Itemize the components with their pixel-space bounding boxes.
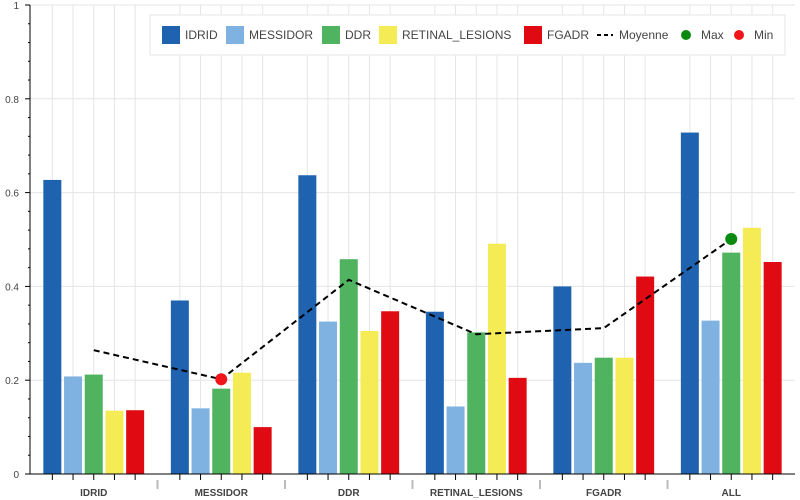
bar — [170, 300, 189, 474]
legend-swatch — [524, 26, 542, 44]
bar — [446, 406, 465, 474]
bar — [64, 376, 83, 474]
bar — [467, 332, 486, 474]
legend-label: IDRID — [185, 28, 218, 42]
bar — [212, 388, 231, 474]
bar — [43, 179, 62, 474]
legend-swatch — [162, 26, 180, 44]
bar — [84, 374, 103, 474]
moyenne-series — [93, 233, 738, 386]
legend-swatch — [226, 26, 244, 44]
bar — [298, 175, 317, 474]
x-tick-label: FGADR — [586, 488, 622, 499]
bar — [105, 410, 124, 474]
legend-label: Moyenne — [619, 28, 669, 42]
bar — [594, 357, 613, 474]
legend-marker — [681, 30, 691, 40]
bar — [487, 243, 506, 474]
y-tick-label: 1 — [13, 1, 19, 12]
bar — [574, 362, 593, 474]
legend-label: Max — [701, 28, 724, 42]
bar — [319, 321, 338, 474]
legend-swatch — [322, 26, 340, 44]
moyenne-line — [93, 238, 732, 381]
legend: IDRID MESSIDOR DDR RETINAL_LESIONS FGADR Moye… — [149, 14, 786, 56]
y-tick-label: 0.6 — [5, 189, 19, 200]
y-tick-label: 0.4 — [5, 282, 19, 293]
bar — [636, 276, 655, 474]
bar — [191, 408, 210, 474]
bar — [615, 357, 634, 474]
y-tick-label: 0.2 — [5, 376, 19, 387]
bar — [425, 311, 444, 474]
bar — [742, 227, 761, 474]
axes: 0 0.2 0.4 0.6 0.8 1 IDRID MESSIDOR DDR RETINAL_LE… — [5, 1, 795, 499]
bar — [360, 330, 379, 474]
legend-marker — [734, 30, 744, 40]
bar — [508, 377, 527, 474]
bar — [763, 262, 782, 474]
bars — [43, 132, 782, 474]
x-tick-label: DDR — [338, 488, 360, 499]
bar — [722, 252, 741, 474]
bar — [232, 372, 251, 474]
bar — [701, 320, 720, 474]
legend-label: FGADR — [547, 28, 589, 42]
x-tick-label: ALL — [722, 488, 741, 499]
bar — [680, 132, 699, 474]
legend-label: DDR — [345, 28, 371, 42]
grid-lines — [30, 4, 795, 474]
bar — [126, 410, 145, 474]
bar — [339, 259, 358, 474]
legend-box — [149, 14, 786, 56]
y-tick-label: 0.8 — [5, 95, 19, 106]
bar — [381, 311, 400, 474]
max-marker — [725, 233, 738, 246]
legend-label: MESSIDOR — [249, 28, 313, 42]
legend-label: RETINAL_LESIONS — [402, 28, 511, 42]
bar — [253, 427, 272, 474]
x-tick-label: IDRID — [80, 488, 107, 499]
y-tick-label: 0 — [13, 470, 19, 481]
legend-swatch — [379, 26, 397, 44]
min-marker — [215, 373, 228, 386]
legend-label: Min — [754, 28, 773, 42]
x-tick-label: RETINAL_LESIONS — [430, 488, 523, 499]
x-tick-label: MESSIDOR — [195, 488, 249, 499]
bar — [553, 286, 572, 474]
